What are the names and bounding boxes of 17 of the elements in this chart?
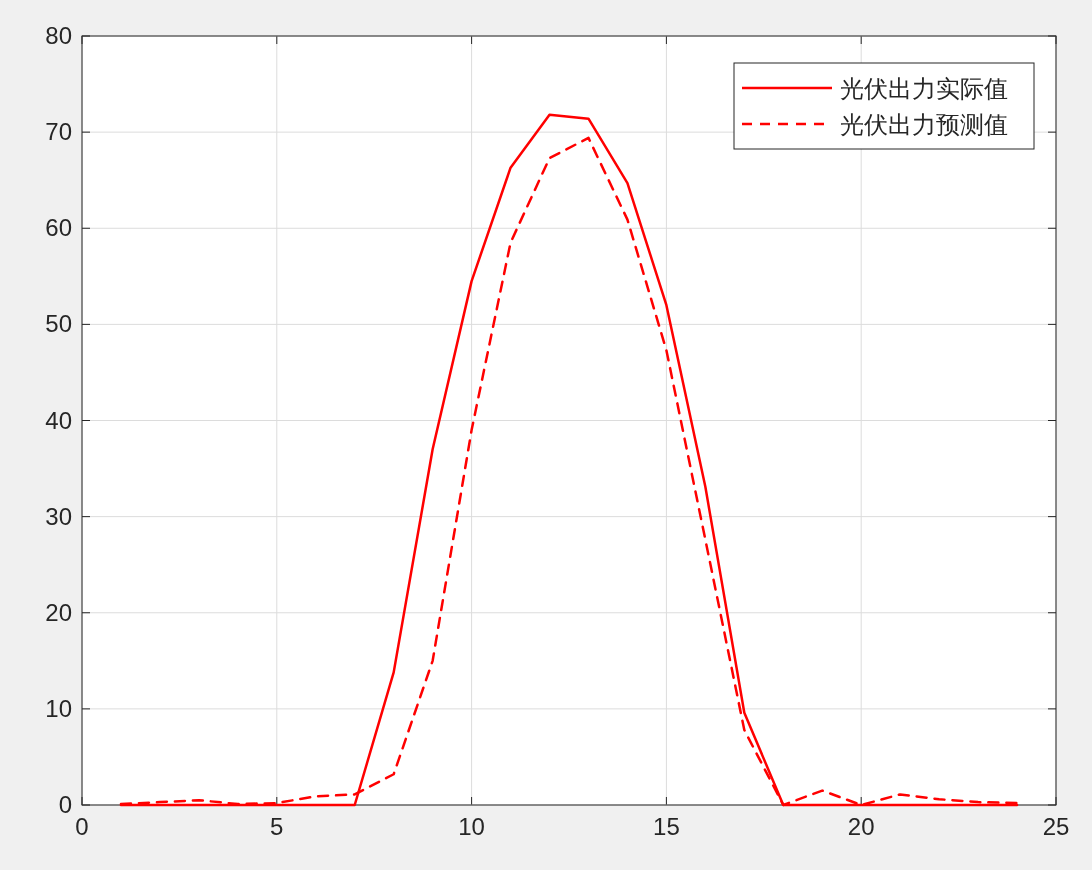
- y-tick-label: 60: [45, 214, 72, 242]
- x-tick-label: 0: [75, 813, 89, 840]
- y-tick-label: 50: [45, 310, 72, 338]
- x-tick-label: 5: [270, 813, 284, 840]
- y-tick-label: 20: [45, 598, 72, 626]
- y-tick-label: 40: [45, 406, 72, 434]
- y-tick-label: 80: [45, 22, 72, 49]
- x-tick-label: 15: [653, 813, 680, 840]
- legend-label: 光伏出力预测值: [840, 111, 1008, 139]
- y-tick-label: 10: [45, 694, 72, 722]
- x-tick-label: 20: [847, 813, 875, 840]
- y-tick-label: 70: [45, 118, 72, 146]
- legend-label: 光伏出力实际值: [840, 75, 1008, 103]
- x-tick-label: 10: [458, 813, 485, 840]
- y-tick-label: 30: [45, 502, 72, 530]
- y-tick-label: 0: [58, 791, 72, 818]
- x-tick-label: 25: [1042, 813, 1070, 840]
